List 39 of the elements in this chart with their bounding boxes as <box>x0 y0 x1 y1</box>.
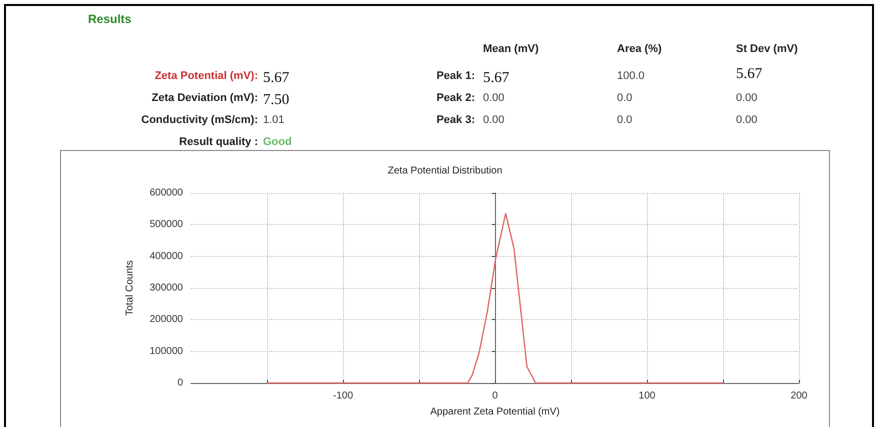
text: Mean (mV) <box>483 43 539 55</box>
text: 0.00 <box>736 92 758 104</box>
y-tick-label: 500000 <box>150 219 184 230</box>
x-tick-label: 0 <box>492 390 498 402</box>
text: 5.67 <box>483 70 510 87</box>
text: 5.67 <box>736 66 762 83</box>
text: 0.00 <box>736 114 758 126</box>
text: 5.67 <box>263 70 290 87</box>
text: 0.00 <box>483 114 504 126</box>
text: Results <box>88 12 132 26</box>
text: 1.01 <box>263 114 284 126</box>
text: 100.0 <box>617 70 645 82</box>
y-tick-label: 200000 <box>150 314 184 326</box>
text: St Dev (mV) <box>736 43 798 55</box>
y-tick-label: 300000 <box>150 282 184 294</box>
chart-title: Zeta Potential Distribution <box>388 166 502 176</box>
text: 0.00 <box>483 92 504 104</box>
line-series <box>266 212 724 384</box>
text: Good <box>263 136 292 148</box>
text: Area (%) <box>617 43 662 55</box>
y-axis-title: Total Counts <box>124 260 136 316</box>
x-tick-label: 100 <box>638 390 656 402</box>
y-tick-label: 100000 <box>150 346 184 357</box>
text: 7.50 <box>263 92 290 109</box>
text: Zeta Potential (mV): <box>154 70 258 82</box>
x-tick-label: -100 <box>332 390 354 402</box>
text: Peak 2: <box>436 92 475 104</box>
y-tick-label: 0 <box>177 378 184 388</box>
text: Result quality : <box>179 136 258 148</box>
text: 0.0 <box>617 114 632 126</box>
text: Peak 3: <box>436 114 475 126</box>
y-tick-label: 400000 <box>150 250 184 262</box>
text: 0.0 <box>617 92 632 104</box>
text: Conductivity (mS/cm): <box>141 114 258 126</box>
y-tick-label: 600000 <box>150 188 184 198</box>
x-axis-title: Apparent Zeta Potential (mV) <box>430 406 560 418</box>
x-tick-label: 200 <box>790 390 808 402</box>
text: Zeta Deviation (mV): <box>152 92 258 104</box>
text: Peak 1: <box>436 70 475 82</box>
